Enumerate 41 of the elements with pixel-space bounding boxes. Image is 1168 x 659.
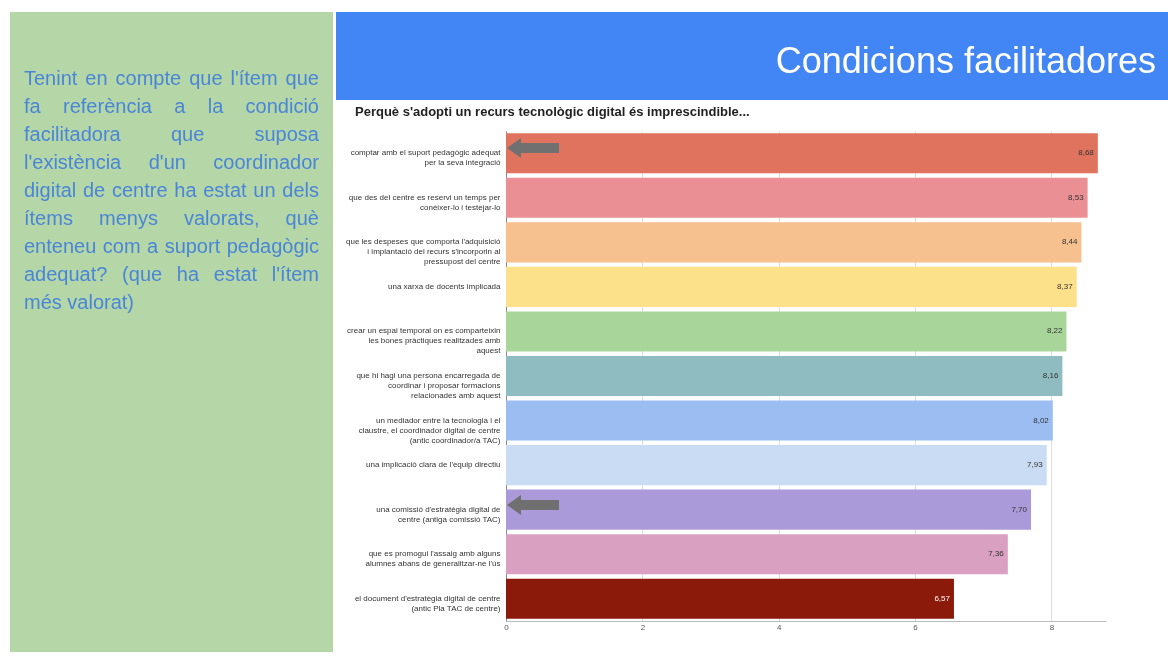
chart-title: Condicions facilitadores xyxy=(336,12,1168,100)
x-tick-label: 8 xyxy=(1049,622,1055,632)
data-label: 8,53 xyxy=(1068,192,1085,202)
bar xyxy=(506,222,1082,263)
bar xyxy=(506,534,1008,575)
y-tick-label: el document d'estratègia digital de centre (antic Pla TAC de centre) xyxy=(354,593,502,613)
data-label: 7,36 xyxy=(988,549,1005,559)
bar xyxy=(506,311,1067,352)
x-tick-label: 4 xyxy=(777,622,782,632)
x-tick-label: 2 xyxy=(640,622,646,632)
y-tick-label: una xarxa de docents implicada xyxy=(387,281,502,291)
bar xyxy=(506,489,1031,530)
data-label: 7,93 xyxy=(1027,460,1044,470)
y-tick-label: que les despeses que comporta l'adquisició i implantació del recurs s'incorporin al pressupost del centre xyxy=(345,237,502,267)
data-label: 8,68 xyxy=(1078,148,1095,158)
bar xyxy=(506,133,1098,174)
y-tick-label: crear un espai temporal on es comparteixin les bones pràctiques realitzades amb aquest xyxy=(347,326,502,356)
text: Tenint en compte que l'ítem que fa referència a la condició facilitadora que suposa l'existència d'un coordinador digital de centre ha estat un dels ítems menys valorats, què enteneu com a suport pedagògic adequat? (que ha estat l'ítem més valorat) xyxy=(24,67,319,313)
data-label: 6,57 xyxy=(934,593,951,603)
data-label: 8,02 xyxy=(1033,415,1050,425)
data-label: 8,22 xyxy=(1046,326,1063,336)
bar xyxy=(506,355,1063,397)
y-tick-label: una comissió d'estratègia digital de centre (antiga comissió TAC) xyxy=(376,504,502,524)
bar xyxy=(506,445,1047,486)
y-tick-label: comptar amb el suport pedagògic adequat per la seva integració xyxy=(350,148,502,168)
data-label: 8,16 xyxy=(1042,371,1059,380)
bar xyxy=(506,400,1053,441)
x-tick-label: 6 xyxy=(913,622,919,632)
bar xyxy=(506,177,1088,218)
y-tick-label: un mediador entre la tecnologia i el claustre, el coordinador digital de centre (antic coordinador/a TAC) xyxy=(358,415,502,445)
data-label: 8,44 xyxy=(1061,237,1078,247)
y-tick-label: una implicació clara de l'equip directiu xyxy=(366,460,501,470)
y-tick-label: que des del centre es reservi un temps per conèixer-lo i testejar-lo xyxy=(348,192,502,212)
data-label: 8,37 xyxy=(1057,281,1074,291)
y-tick-label: que hi hagi una persona encarregada de coordinar i proposar formacions relacionades amb aquest xyxy=(356,371,502,400)
data-label: 7,70 xyxy=(1011,504,1028,514)
bar xyxy=(506,578,954,619)
bar xyxy=(506,266,1077,307)
x-tick-label: 0 xyxy=(504,622,510,632)
chart-subtitle: Perquè s'adopti un recurs tecnològic digital és imprescindible... xyxy=(355,104,750,119)
y-tick-label: que es promogui l'assaig amb alguns alumnes abans de generalitzar-ne l'ús xyxy=(365,549,501,569)
